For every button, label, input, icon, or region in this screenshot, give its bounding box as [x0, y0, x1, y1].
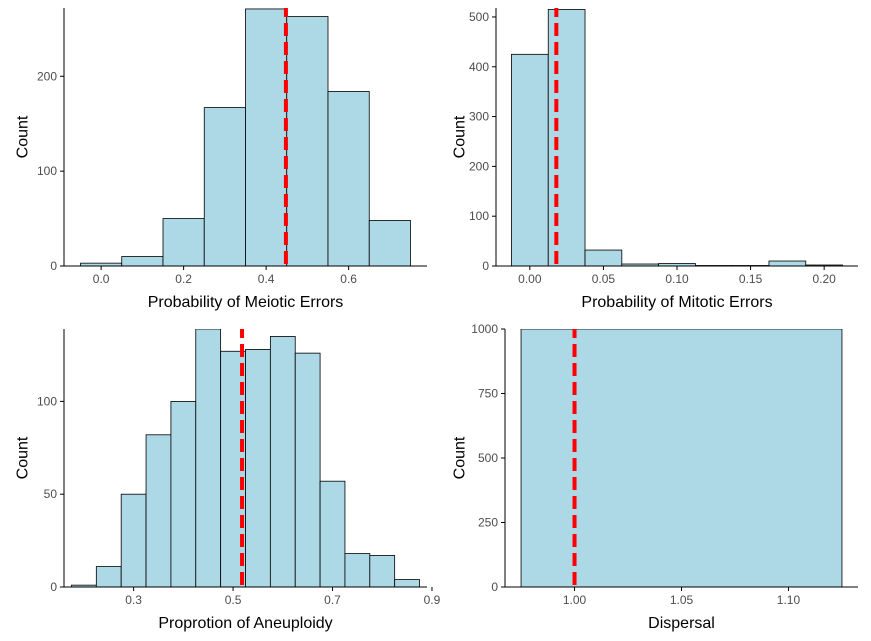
x-tick-label: 0.05: [592, 272, 616, 286]
histogram-bar: [95, 566, 122, 587]
histogram-bar: [344, 553, 371, 587]
x-axis-title: Dispersal: [648, 615, 715, 632]
histogram-bar: [170, 400, 197, 587]
histogram-bar: [520, 329, 843, 587]
plot-area: [520, 329, 843, 587]
histogram-bar: [203, 107, 246, 266]
histogram-bar: [394, 579, 420, 587]
y-tick-label: 300: [469, 110, 489, 124]
x-tick-label: 0.15: [739, 272, 763, 286]
x-tick-label: 1.10: [777, 593, 801, 607]
x-tick-label: 1.05: [670, 593, 694, 607]
x-tick-label: 0.6: [340, 272, 357, 286]
y-tick-label: 500: [478, 451, 498, 465]
histogram-bar: [245, 349, 271, 587]
histogram-bar: [245, 8, 288, 266]
histogram-bar: [162, 218, 205, 266]
histogram-bar: [269, 336, 296, 587]
histogram-bar: [327, 91, 370, 266]
panel-dispersal: 1.00 1.05 1.10 0 250 500 750 1000 Dispersal Count: [452, 322, 858, 632]
x-tick-label: 0.20: [812, 272, 836, 286]
panel-mitotic-errors: 0.00 0.05 0.10 0.15 0.20 0 100 200 300 400 500 Prob…: [452, 8, 858, 311]
y-tick-label: 50: [44, 487, 58, 501]
y-tick-label: 1000: [471, 322, 498, 336]
y-tick-label: 500: [469, 10, 489, 24]
x-tick-label: 0.4: [258, 272, 275, 286]
x-tick-label: 0.5: [225, 593, 242, 607]
y-axis-title: Count: [15, 115, 32, 158]
x-axis-title: Probability of Meiotic Errors: [148, 294, 344, 311]
x-tick-label: 0.00: [518, 272, 542, 286]
panel-aneuploidy: 0.3 0.5 0.7 0.9 0 50 100 Proprotion of Aneuploi…: [15, 329, 441, 632]
x-axis-title: Probability of Mitotic Errors: [581, 294, 772, 311]
histogram-bar: [768, 260, 807, 266]
histogram-bar: [145, 434, 172, 587]
x-tick-label: 1.00: [563, 593, 587, 607]
y-tick-label: 250: [478, 516, 498, 530]
y-tick-label: 750: [478, 387, 498, 401]
histogram-bar: [547, 9, 586, 266]
panel-meiotic-errors: 0.0 0.2 0.4 0.6 0 100 200 Probability of Meioti…: [15, 8, 427, 311]
y-tick-label: 0: [482, 259, 489, 273]
y-tick-label: 0: [491, 580, 498, 594]
histogram-bar: [584, 249, 623, 266]
y-axis-title: Count: [452, 436, 469, 479]
x-tick-label: 0.0: [93, 272, 110, 286]
plot-area: [80, 8, 411, 266]
histogram-bar: [369, 555, 396, 587]
y-tick-label: 0: [50, 259, 57, 273]
y-axis-title: Count: [452, 115, 469, 158]
plot-area: [511, 8, 843, 266]
y-tick-label: 100: [469, 209, 489, 223]
histogram-bar: [195, 329, 222, 587]
y-tick-label: 0: [50, 580, 57, 594]
x-tick-label: 0.10: [665, 272, 689, 286]
x-tick-label: 0.9: [424, 593, 441, 607]
histogram-bar: [121, 256, 164, 266]
y-tick-label: 100: [37, 164, 57, 178]
y-tick-label: 400: [469, 60, 489, 74]
y-tick-label: 200: [469, 159, 489, 173]
x-axis-title: Proprotion of Aneuploidy: [158, 615, 332, 632]
y-axis-title: Count: [15, 436, 32, 479]
plot-area: [71, 329, 420, 587]
histogram-bar: [319, 480, 346, 587]
histogram-bar: [368, 220, 411, 266]
y-tick-label: 200: [37, 69, 57, 83]
histogram-bar: [511, 53, 549, 266]
histogram-bar: [120, 493, 147, 587]
x-tick-label: 0.7: [324, 593, 341, 607]
histogram-bar: [294, 352, 321, 587]
x-tick-label: 0.2: [175, 272, 192, 286]
y-tick-label: 100: [37, 394, 57, 408]
x-tick-label: 0.3: [125, 593, 142, 607]
histogram-bar: [286, 16, 329, 266]
